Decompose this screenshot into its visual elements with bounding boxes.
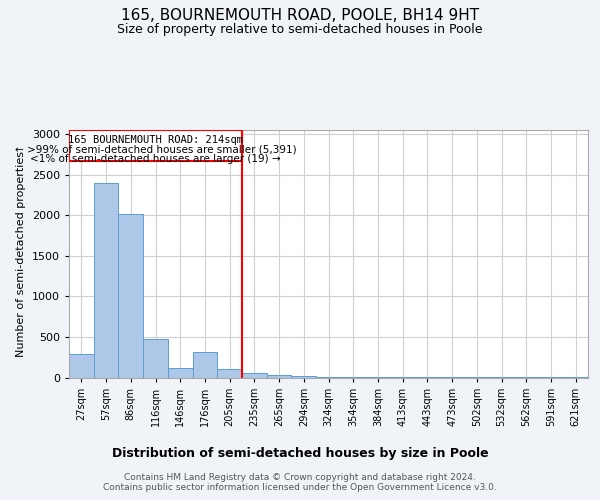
Bar: [69, 130, 242, 161]
Bar: [267, 376, 292, 378]
Bar: [168, 368, 193, 378]
Text: <1% of semi-detached houses are larger (19) →: <1% of semi-detached houses are larger (…: [30, 154, 281, 164]
Text: 165 BOURNEMOUTH ROAD: 214sqm: 165 BOURNEMOUTH ROAD: 214sqm: [68, 135, 243, 145]
Bar: [118, 214, 143, 378]
Bar: [217, 370, 242, 378]
Bar: [143, 339, 168, 378]
Bar: [292, 376, 316, 378]
Y-axis label: Number of semi-detached properties: Number of semi-detached properties: [16, 151, 26, 357]
Bar: [341, 377, 365, 378]
Text: ← >99% of semi-detached houses are smaller (5,391): ← >99% of semi-detached houses are small…: [14, 144, 296, 154]
Bar: [94, 182, 118, 378]
Bar: [193, 352, 217, 378]
Bar: [69, 354, 94, 378]
Text: Size of property relative to semi-detached houses in Poole: Size of property relative to semi-detach…: [117, 22, 483, 36]
Bar: [316, 376, 341, 378]
Bar: [242, 373, 267, 378]
Text: Distribution of semi-detached houses by size in Poole: Distribution of semi-detached houses by …: [112, 448, 488, 460]
Text: 165, BOURNEMOUTH ROAD, POOLE, BH14 9HT: 165, BOURNEMOUTH ROAD, POOLE, BH14 9HT: [121, 8, 479, 22]
Text: Contains HM Land Registry data © Crown copyright and database right 2024.
Contai: Contains HM Land Registry data © Crown c…: [103, 472, 497, 492]
